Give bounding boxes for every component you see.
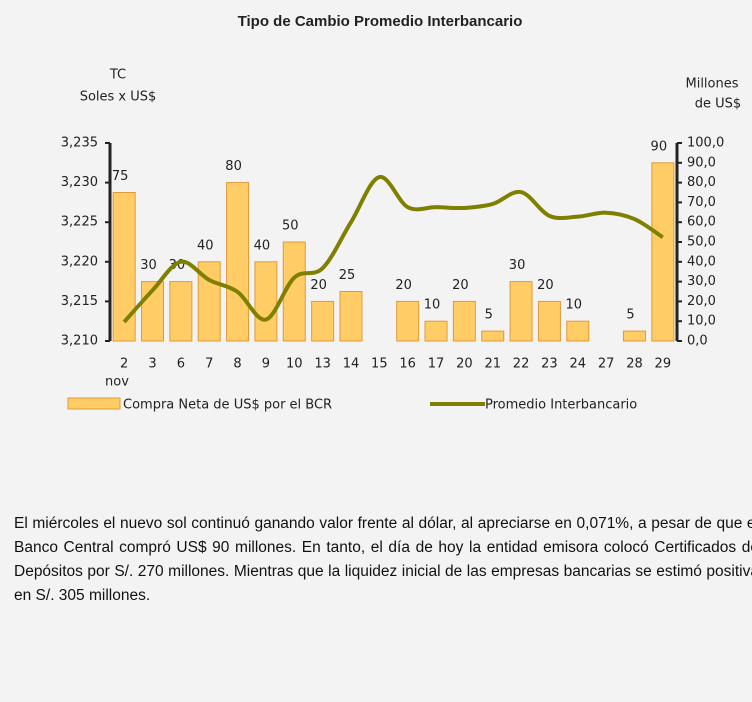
legend-swatch [67,397,121,410]
y-axis-label: Soles x US$ [80,90,157,105]
x-tick-label: 28 [626,357,643,372]
x-tick-label: 3 [148,357,156,372]
x-tick-label: 13 [314,357,331,372]
bar [169,281,193,342]
line [122,175,664,324]
bar-value-label: 40 [197,238,214,253]
bar [651,162,675,342]
legend-label: Compra Neta de US$ por el BCR [123,398,332,413]
bar-value-label: 30 [509,258,526,273]
bar-value-label: 50 [282,219,299,234]
bar-value-label: 20 [395,278,412,293]
y-tick-label: 3,225 [61,215,98,230]
bar-value-label: 30 [140,258,157,273]
x-tick-label: 21 [484,357,501,372]
bar-value-label: 10 [424,298,441,313]
x-tick-label: 8 [233,357,241,372]
x-tick-label: 15 [371,357,388,372]
bar [622,330,646,342]
y2-tick-label: 10,0 [687,314,716,329]
y-tick-label: 3,230 [61,175,98,190]
bar [537,300,561,342]
y2-tick-label: 100,0 [687,136,724,151]
bar-value-label: 25 [339,268,356,283]
x-tick-label: 16 [399,357,416,372]
y2-axis-label: de US$ [695,97,741,112]
bar [396,300,420,342]
bar [254,261,278,342]
bar-value-label: 75 [112,169,129,184]
bar-value-label: 20 [452,278,469,293]
bar [452,300,476,342]
x-tick-label: 22 [513,357,530,372]
x-tick-label: 17 [428,357,445,372]
x-tick-label: 10 [286,357,303,372]
x-tick-label: 14 [343,357,360,372]
y2-tick-label: 20,0 [687,294,716,309]
y-tick-label: 3,215 [61,294,98,309]
y2-tick-label: 90,0 [687,155,716,170]
bar-value-label: 5 [626,308,634,323]
legend-label: Promedio Interbancario [485,398,637,413]
bar-value-label: 5 [485,308,493,323]
x-tick-label: 29 [655,357,672,372]
y-tick-label: 3,220 [61,254,98,269]
x-tick-label: 9 [262,357,270,372]
bar [226,182,250,342]
y2-axis-label: Millones [685,77,738,92]
bar [424,320,448,342]
y2-tick-label: 80,0 [687,175,716,190]
bar-value-label: 10 [566,298,583,313]
bar-value-label: 40 [254,238,271,253]
y2-tick-label: 40,0 [687,254,716,269]
x-tick-label: 2 [120,357,128,372]
y2-tick-label: 60,0 [687,215,716,230]
y-axis-label: TC [109,68,126,83]
y-tick-label: 3,235 [61,136,98,151]
bar [311,300,335,342]
y2-tick-label: 30,0 [687,274,716,289]
x-sublabel: nov [105,375,129,390]
bar [112,192,136,342]
x-tick-label: 23 [541,357,558,372]
bar-value-label: 90 [651,139,668,154]
bar-value-label: 20 [310,278,327,293]
y2-tick-label: 50,0 [687,235,716,250]
x-tick-label: 24 [570,357,587,372]
bar [566,320,590,342]
y-tick-label: 3,210 [61,334,98,349]
chart-title: Tipo de Cambio Promedio Interbancario [238,13,523,30]
x-tick-label: 6 [177,357,185,372]
bar [481,330,505,342]
bar-value-label: 80 [225,159,242,174]
bar [339,291,363,342]
x-tick-label: 27 [598,357,615,372]
paragraph: El miércoles el nuevo sol continuó ganan… [14,515,752,604]
x-tick-label: 7 [205,357,213,372]
x-tick-label: 20 [456,357,473,372]
bar-value-label: 20 [537,278,554,293]
chart: Tipo de Cambio Promedio Interbancario TC… [61,13,741,413]
bar [509,281,533,342]
y2-tick-label: 0,0 [687,334,708,349]
y2-tick-label: 70,0 [687,195,716,210]
